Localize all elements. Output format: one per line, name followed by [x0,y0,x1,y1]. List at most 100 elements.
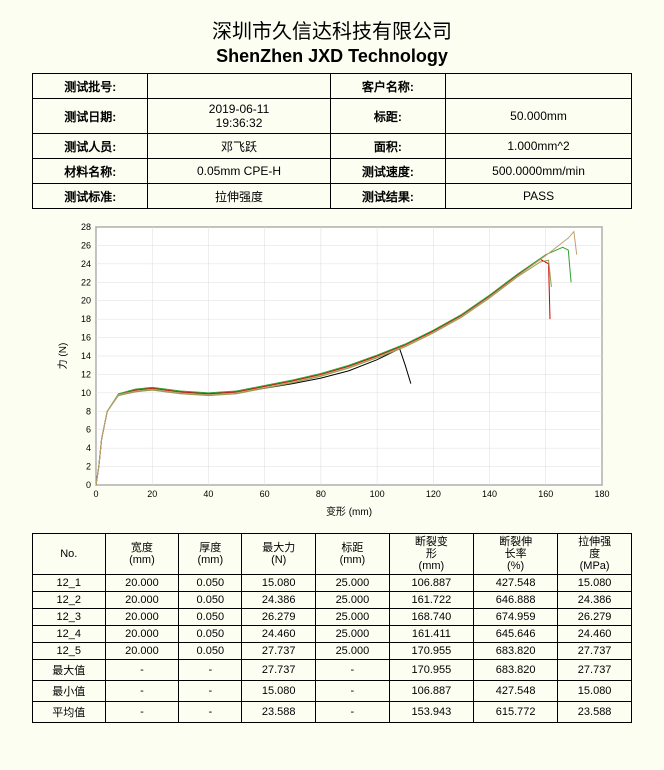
svg-text:12: 12 [81,369,91,379]
svg-text:100: 100 [370,489,385,499]
results-cell: - [179,660,242,681]
meta-value: 拉伸强度 [148,184,330,209]
svg-text:160: 160 [538,489,553,499]
meta-value: 1.000mm^2 [446,134,632,159]
svg-text:80: 80 [316,489,326,499]
meta-label: 测试日期: [33,99,148,134]
results-cell: 427.548 [473,575,557,592]
results-cell: 15.080 [558,681,632,702]
results-cell: 26.279 [242,609,316,626]
results-cell: 12_5 [33,643,106,660]
results-header: 宽度(mm) [105,534,179,575]
results-cell: - [105,702,179,723]
results-cell: 0.050 [179,575,242,592]
tensile-chart: 0204060801001201401601800246810121416182… [52,219,612,519]
svg-text:40: 40 [203,489,213,499]
meta-value: 500.0000mm/min [446,159,632,184]
meta-label: 测试人员: [33,134,148,159]
table-row: 12_420.0000.05024.46025.000161.411645.64… [33,626,632,643]
meta-value [148,74,330,99]
table-row: 12_520.0000.05027.73725.000170.955683.82… [33,643,632,660]
results-cell: - [105,681,179,702]
results-cell: 平均值 [33,702,106,723]
results-header: 最大力(N) [242,534,316,575]
svg-text:14: 14 [81,351,91,361]
results-cell: 0.050 [179,609,242,626]
results-cell: 20.000 [105,592,179,609]
results-cell: 15.080 [242,575,316,592]
results-cell: 674.959 [473,609,557,626]
results-cell: 12_2 [33,592,106,609]
results-cell: 25.000 [316,609,390,626]
results-cell: 0.050 [179,592,242,609]
results-cell: 0.050 [179,643,242,660]
results-cell: 427.548 [473,681,557,702]
results-cell: 23.588 [558,702,632,723]
results-header: 厚度(mm) [179,534,242,575]
results-cell: 最小值 [33,681,106,702]
results-cell: - [179,702,242,723]
results-header: No. [33,534,106,575]
results-cell: - [179,681,242,702]
svg-text:28: 28 [81,222,91,232]
results-cell: 25.000 [316,592,390,609]
svg-text:20: 20 [81,296,91,306]
results-cell: 683.820 [473,660,557,681]
metadata-table: 测试批号:客户名称:测试日期:2019-06-1119:36:32标距:50.0… [32,73,632,209]
results-cell: 27.737 [558,660,632,681]
results-cell: 170.955 [389,660,473,681]
table-row: 最小值--15.080-106.887427.54815.080 [33,681,632,702]
results-header: 断裂变形(mm) [389,534,473,575]
meta-value: PASS [446,184,632,209]
svg-text:16: 16 [81,333,91,343]
svg-text:0: 0 [93,489,98,499]
results-cell: 15.080 [242,681,316,702]
company-title-cn: 深圳市久信达科技有限公司 [15,15,649,44]
meta-value: 50.000mm [446,99,632,134]
results-cell: 12_4 [33,626,106,643]
results-cell: - [316,702,390,723]
svg-text:4: 4 [86,443,91,453]
results-table: No.宽度(mm)厚度(mm)最大力(N)标距(mm)断裂变形(mm)断裂伸长率… [32,533,632,723]
results-cell: 168.740 [389,609,473,626]
results-header: 标距(mm) [316,534,390,575]
results-cell: 170.955 [389,643,473,660]
results-cell: 23.588 [242,702,316,723]
svg-text:8: 8 [86,406,91,416]
svg-text:变形 (mm): 变形 (mm) [326,505,372,518]
results-cell: 27.737 [242,660,316,681]
results-cell: 15.080 [558,575,632,592]
results-cell: 683.820 [473,643,557,660]
results-cell: 20.000 [105,575,179,592]
meta-label: 标距: [330,99,445,134]
results-cell: 20.000 [105,626,179,643]
meta-label: 测试批号: [33,74,148,99]
svg-text:2: 2 [86,462,91,472]
table-row: 最大值--27.737-170.955683.82027.737 [33,660,632,681]
svg-text:20: 20 [147,489,157,499]
svg-text:22: 22 [81,277,91,287]
results-cell: 106.887 [389,681,473,702]
table-row: 12_320.0000.05026.27925.000168.740674.95… [33,609,632,626]
results-cell: 25.000 [316,643,390,660]
svg-text:0: 0 [86,480,91,490]
svg-text:26: 26 [81,240,91,250]
table-row: 平均值--23.588-153.943615.77223.588 [33,702,632,723]
results-cell: - [105,660,179,681]
svg-text:60: 60 [260,489,270,499]
results-cell: 20.000 [105,609,179,626]
meta-label: 测试结果: [330,184,445,209]
results-cell: 26.279 [558,609,632,626]
meta-value [446,74,632,99]
meta-value: 0.05mm CPE-H [148,159,330,184]
results-cell: 最大值 [33,660,106,681]
results-cell: 12_3 [33,609,106,626]
results-cell: 25.000 [316,575,390,592]
results-cell: 0.050 [179,626,242,643]
results-cell: 20.000 [105,643,179,660]
svg-text:140: 140 [482,489,497,499]
results-cell: 615.772 [473,702,557,723]
svg-text:10: 10 [81,388,91,398]
svg-text:6: 6 [86,425,91,435]
results-cell: 27.737 [242,643,316,660]
